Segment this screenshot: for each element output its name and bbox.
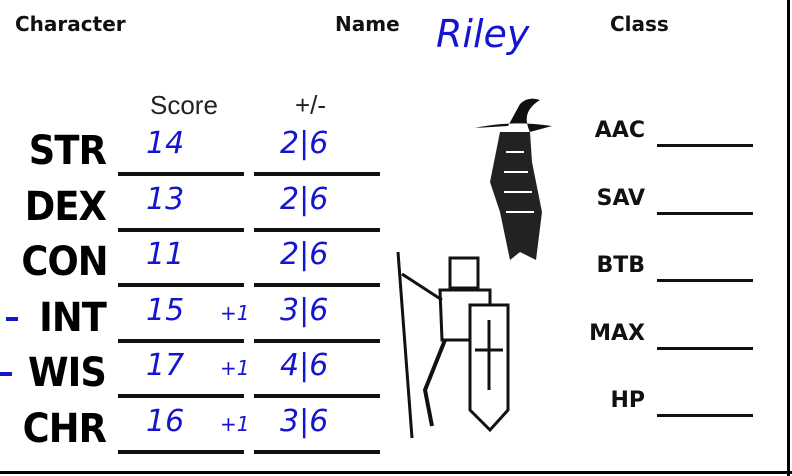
- stat-score[interactable]: 16: [146, 403, 185, 439]
- field-line: [657, 279, 753, 282]
- score-line: [118, 449, 244, 454]
- stat-modifier[interactable]: 3|6: [280, 403, 329, 439]
- modifier-header: +/-: [295, 90, 327, 120]
- ink-mark: [0, 372, 12, 376]
- wizard-figure: [475, 98, 552, 260]
- stat-bonus: +1: [220, 411, 250, 436]
- character-label: Character: [15, 12, 126, 36]
- modifier-line: [254, 172, 380, 176]
- score-line: [118, 283, 244, 287]
- stat-score[interactable]: 13: [146, 181, 185, 217]
- stat-score[interactable]: 14: [146, 126, 185, 161]
- name-label: Name: [335, 12, 400, 36]
- class-label: Class: [610, 12, 669, 36]
- field-label-aac: AAC: [594, 118, 645, 143]
- stat-modifier[interactable]: 2|6: [280, 181, 329, 217]
- field-line: [657, 346, 753, 350]
- field-label-sav: SAV: [596, 185, 645, 211]
- stat-modifier[interactable]: 4|6: [280, 348, 329, 383]
- modifier-line: [254, 338, 380, 343]
- name-value[interactable]: Riley: [436, 12, 530, 56]
- stat-bonus: +1: [220, 356, 250, 380]
- score-line: [118, 172, 244, 176]
- score-line: [118, 227, 244, 232]
- stat-modifier[interactable]: 2|6: [280, 237, 329, 272]
- field-line: [657, 414, 753, 417]
- border-right: [787, 0, 790, 476]
- border-bottom: [0, 471, 792, 474]
- stat-label-dex: DEX: [24, 183, 107, 230]
- ink-mark: [6, 316, 18, 321]
- stat-label-wis: WIS: [27, 350, 107, 396]
- stat-score[interactable]: 15: [146, 292, 185, 328]
- stat-modifier[interactable]: 3|6: [280, 292, 329, 328]
- field-line: [657, 211, 753, 215]
- modifier-line: [254, 394, 380, 398]
- modifier-line: [254, 449, 380, 454]
- score-line: [118, 394, 244, 398]
- field-label-btb: BTB: [596, 253, 645, 278]
- stat-score[interactable]: 17: [146, 348, 185, 383]
- stat-score[interactable]: 11: [146, 237, 185, 272]
- field-label-hp: HP: [610, 388, 645, 413]
- stat-label-int: INT: [39, 294, 107, 341]
- field-label-max: MAX: [589, 320, 645, 346]
- modifier-line: [254, 283, 380, 287]
- stat-bonus: +1: [220, 300, 250, 325]
- stat-label-con: CON: [21, 239, 108, 285]
- field-line: [657, 144, 753, 147]
- modifier-line: [254, 227, 380, 232]
- stat-label-chr: CHR: [22, 405, 107, 452]
- score-header: Score: [150, 90, 218, 120]
- stat-modifier[interactable]: 2|6: [280, 126, 329, 161]
- knight-figure: [396, 251, 510, 439]
- score-line: [118, 338, 244, 343]
- stat-label-str: STR: [28, 128, 107, 174]
